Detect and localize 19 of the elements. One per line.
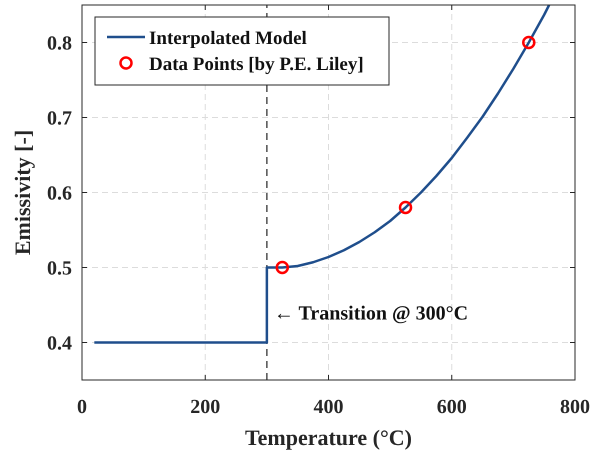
- point: [522, 36, 536, 50]
- y-tick-label: 0.7: [47, 108, 72, 130]
- legend-label: Data Points [by P.E. Liley]: [149, 54, 364, 75]
- legend-label: Interpolated Model: [149, 28, 307, 49]
- point: [276, 260, 290, 274]
- y-tick-label: 0.4: [47, 332, 72, 354]
- y-tick-label: 0.8: [47, 32, 72, 54]
- x-tick-label: 800: [560, 396, 590, 418]
- x-tick-label: 200: [190, 396, 220, 418]
- y-tick-label: 0.6: [47, 182, 72, 204]
- y-tick-label: 0.5: [47, 258, 72, 280]
- line-series: [93, 4, 550, 344]
- x-tick-label: 400: [314, 396, 344, 418]
- x-tick-label: 0: [77, 396, 87, 418]
- x-axis-title: Temperature (°C): [244, 425, 412, 450]
- x-tick-label: 600: [436, 396, 467, 418]
- annotation: ← Transition @ 300°C: [274, 302, 468, 324]
- point: [398, 200, 412, 214]
- y-axis-title: Emissivity [-]: [10, 130, 35, 256]
